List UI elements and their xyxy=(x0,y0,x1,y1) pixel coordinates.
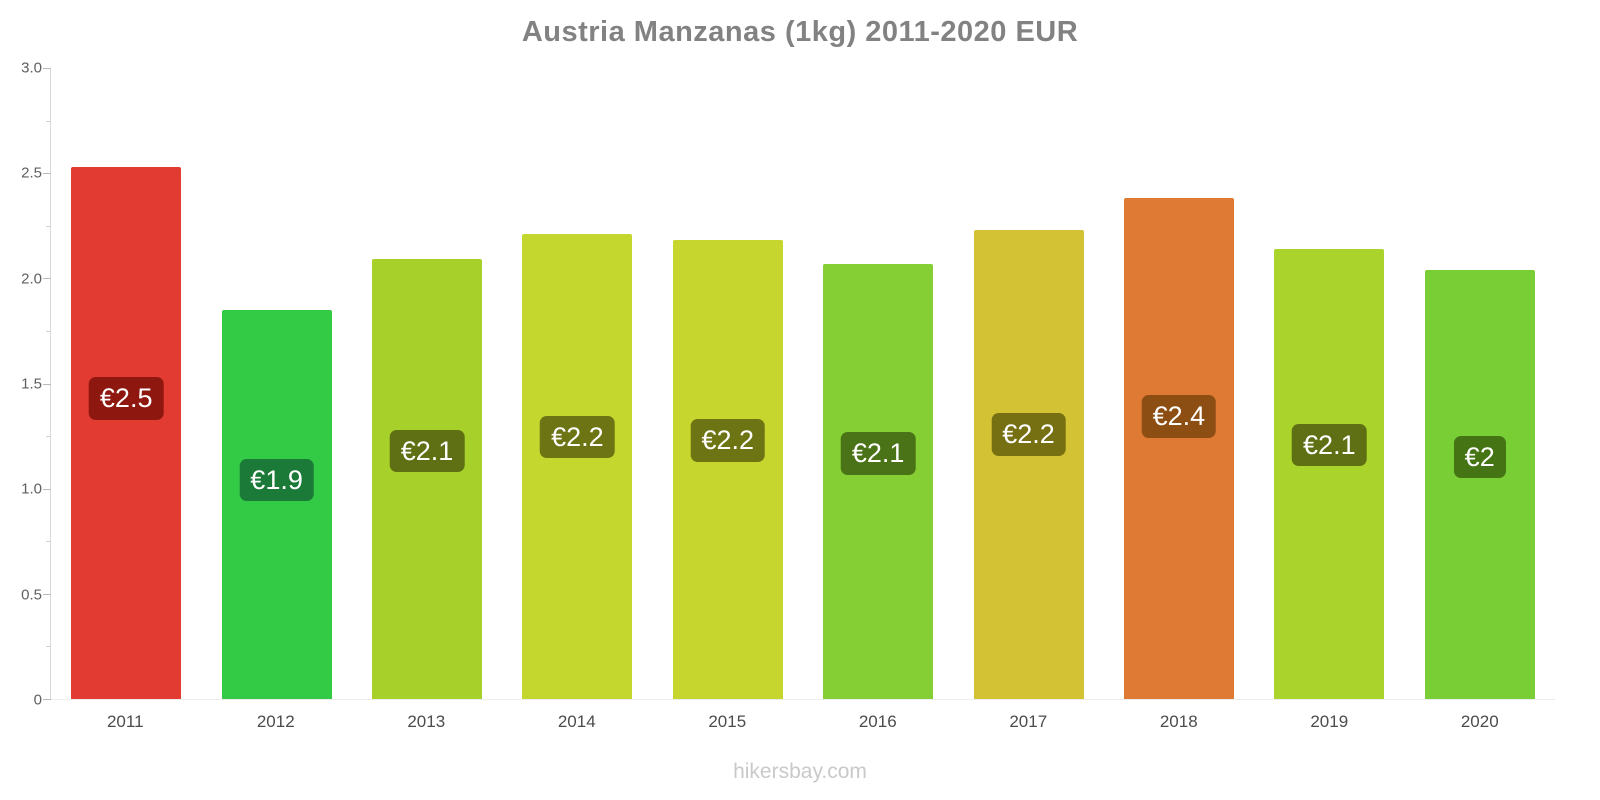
y-tick-mark xyxy=(43,173,51,175)
y-tick-label: 0.5 xyxy=(21,586,42,604)
x-tick-label: 2016 xyxy=(858,712,897,731)
x-tick-label: 2015 xyxy=(708,712,747,731)
bar-column: €2 xyxy=(1405,68,1555,699)
x-axis-labels: 2011 2012 2013 2014 2015 2016 2017 2018 2019 2020 xyxy=(50,712,1555,732)
x-tick-label: 2011 xyxy=(106,712,144,731)
y-tick-mark xyxy=(43,383,51,385)
bars-container: €2.5 €1.9 €2.1 €2.2 €2.2 €2.1 €2.2 €2.4 €2.1 €2 xyxy=(51,68,1555,699)
bar-2015: €2.2 xyxy=(672,240,783,699)
y-tick-mark xyxy=(43,68,51,69)
y-tick-mark xyxy=(43,278,51,280)
bar-2011: €2.5 xyxy=(71,166,182,699)
bar-2014: €2.2 xyxy=(522,234,633,699)
bar-value-label: €2.4 xyxy=(1141,395,1217,438)
bar-value-label: €2.2 xyxy=(991,413,1066,456)
bar-column: €1.9 xyxy=(201,68,351,699)
bar-value-label: €2.5 xyxy=(88,377,164,420)
bar-2020: €2 xyxy=(1424,269,1535,699)
bar-2013: €2.1 xyxy=(371,259,482,699)
bar-2012: €1.9 xyxy=(221,309,332,699)
bar-2016: €2.1 xyxy=(823,263,934,699)
x-tick-label: 2014 xyxy=(557,712,596,731)
y-tick-label: 2.5 xyxy=(21,164,42,182)
bar-column: €2.1 xyxy=(1254,68,1404,699)
chart-title: Austria Manzanas (1kg) 2011-2020 EUR xyxy=(521,16,1079,48)
x-tick-label: 2018 xyxy=(1159,712,1198,731)
bar-value-label: €2 xyxy=(1453,436,1506,479)
bar-value-label: €2.1 xyxy=(1292,424,1367,467)
x-tick-label: 2012 xyxy=(256,712,295,731)
y-axis: 0 0.5 1.0 1.5 2.0 2.5 3.0 xyxy=(0,60,48,709)
y-minor-tick-mark xyxy=(46,436,51,438)
plot-area: €2.5 €1.9 €2.1 €2.2 €2.2 €2.1 €2.2 €2.4 €2.1 €2 xyxy=(43,68,1555,700)
y-minor-tick-mark xyxy=(46,541,51,543)
bar-2018: €2.4 xyxy=(1123,198,1234,699)
y-minor-tick-mark xyxy=(46,120,51,122)
y-tick-label: 2.0 xyxy=(21,270,42,288)
bar-column: €2.1 xyxy=(803,68,953,699)
y-tick-label: 1.5 xyxy=(21,375,42,393)
y-tick-mark xyxy=(43,593,51,595)
y-minor-tick-mark xyxy=(46,225,51,227)
x-tick-label: 2013 xyxy=(407,712,446,731)
y-tick-mark xyxy=(43,699,51,700)
x-tick-label: 2017 xyxy=(1009,712,1048,731)
bar-2017: €2.2 xyxy=(973,229,1084,699)
y-minor-tick-mark xyxy=(46,330,51,332)
bar-2019: €2.1 xyxy=(1274,248,1385,699)
bar-column: €2.2 xyxy=(953,68,1103,699)
bar-column: €2.2 xyxy=(502,68,652,699)
y-minor-tick-mark xyxy=(46,646,51,648)
y-tick-label: 0 xyxy=(33,691,42,709)
bar-value-label: €2.1 xyxy=(389,430,465,473)
bar-value-label: €2.2 xyxy=(690,419,766,462)
x-tick-label: 2019 xyxy=(1310,712,1349,731)
y-tick-label: 3.0 xyxy=(21,59,42,77)
bar-column: €2.1 xyxy=(352,68,502,699)
bar-column: €2.4 xyxy=(1104,68,1254,699)
x-tick-label: 2020 xyxy=(1460,712,1499,731)
bar-value-label: €2.2 xyxy=(540,415,615,459)
y-tick-label: 1.0 xyxy=(21,480,42,498)
y-tick-mark xyxy=(43,488,51,490)
bar-column: €2.2 xyxy=(653,68,803,699)
bar-value-label: €1.9 xyxy=(239,458,314,502)
bar-column: €2.5 xyxy=(51,68,201,699)
watermark: hikersbay.com xyxy=(733,760,867,783)
bar-value-label: €2.1 xyxy=(840,432,916,475)
